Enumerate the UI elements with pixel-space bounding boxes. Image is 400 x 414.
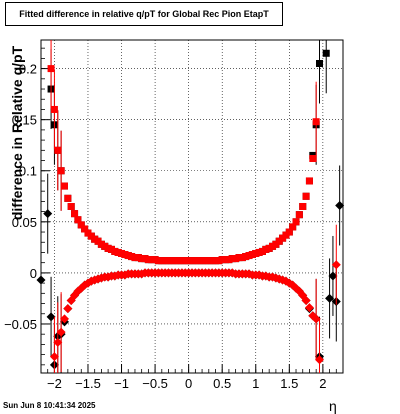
- x-tick-label: 0.5: [213, 376, 231, 391]
- data-point-diamond: [311, 314, 321, 324]
- data-point-diamond: [56, 327, 66, 337]
- data-point-diamond: [63, 304, 73, 314]
- data-point-square: [47, 65, 55, 73]
- data-point-square: [57, 167, 65, 175]
- data-point-diamond: [331, 260, 341, 270]
- data-point-square: [285, 228, 293, 236]
- data-point-square: [67, 203, 75, 210]
- data-point-square: [54, 146, 62, 154]
- data-point-square: [322, 49, 330, 57]
- x-tick-label: 2: [319, 376, 326, 391]
- data-point-square: [292, 218, 300, 226]
- data-point-square: [60, 182, 68, 190]
- data-point-square: [295, 211, 303, 219]
- data-point-diamond: [36, 275, 46, 285]
- data-point-square: [64, 194, 72, 202]
- data-point-diamond: [43, 209, 53, 219]
- data-point-square: [77, 221, 85, 229]
- data-point-diamond: [301, 295, 311, 305]
- data-point-square: [289, 223, 297, 231]
- data-point-diamond: [335, 200, 345, 210]
- data-point-square: [71, 210, 79, 218]
- data-point-square: [299, 203, 307, 210]
- data-point-square: [50, 105, 58, 113]
- x-tick-label: −1.5: [75, 376, 101, 391]
- x-tick-label: −1: [114, 376, 129, 391]
- y-tick-label: 0.2: [19, 62, 37, 77]
- y-tick-label: 0.05: [12, 215, 37, 230]
- data-point-diamond: [49, 352, 59, 362]
- x-tick-label: 1: [252, 376, 259, 391]
- y-tick-label: 0.15: [12, 113, 37, 128]
- x-tick-label: −0.5: [142, 376, 168, 391]
- data-point-square: [302, 192, 310, 200]
- x-axis-label: η: [329, 398, 337, 414]
- x-tick-label: 1.5: [280, 376, 298, 391]
- data-point-diamond: [46, 312, 56, 322]
- y-tick-label: −0.05: [4, 317, 37, 332]
- chart-title: Fitted difference in relative q/pT for G…: [5, 2, 283, 26]
- data-point-square: [81, 225, 89, 233]
- data-point-diamond: [325, 293, 335, 303]
- data-point-diamond: [59, 314, 69, 324]
- data-point-square: [309, 154, 317, 162]
- x-tick-label: 0: [185, 376, 192, 391]
- data-point-square: [316, 59, 324, 67]
- data-point-diamond: [53, 337, 63, 347]
- x-tick-label: −2: [47, 376, 62, 391]
- data-point-square: [305, 177, 313, 185]
- y-axis-label: difference in Relative q/pT: [9, 45, 25, 221]
- plot-frame: [40, 39, 344, 374]
- data-point-square: [74, 216, 82, 224]
- timestamp: Sun Jun 8 10:41:34 2025: [3, 401, 96, 410]
- data-point-diamond: [304, 303, 314, 313]
- y-tick-label: 0: [30, 266, 37, 281]
- y-tick-label: 0.1: [19, 164, 37, 179]
- data-point-square: [312, 118, 320, 126]
- data-point-diamond: [328, 271, 338, 281]
- data-point-diamond: [315, 355, 325, 365]
